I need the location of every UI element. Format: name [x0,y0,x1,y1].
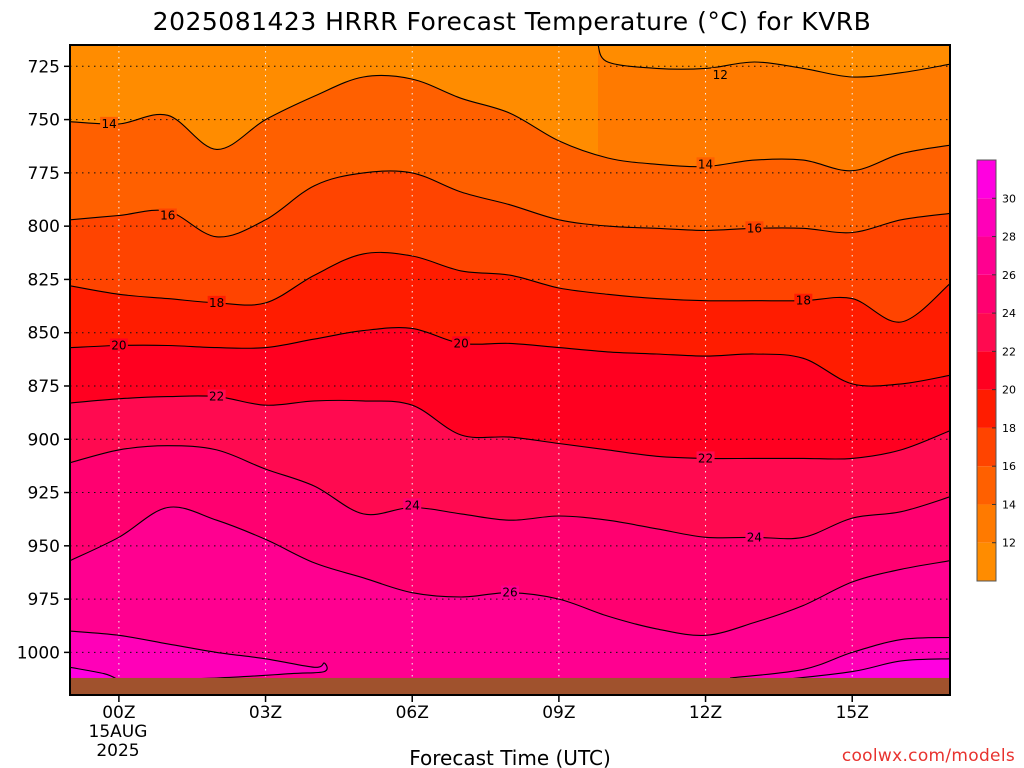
contour-line-30-17 [778,658,950,681]
x-tick-label-03Z: 03Z [249,703,282,723]
x-tick-label-15Z: 15Z [836,703,869,723]
contour-label-bg [745,221,764,235]
contour-label-bg [452,336,471,350]
colorbar-label-28: 28 [1002,231,1016,244]
colorbar-label-24: 24 [1002,307,1016,320]
contour-line-28-15 [729,636,950,679]
credit-text: coolwx.com/models [842,746,1015,766]
y-tick-label-925: 925 [28,484,60,504]
colorbar-label-16: 16 [1002,460,1016,473]
contour-label-14-2: 14 [698,157,713,171]
colorbar-label-22: 22 [1002,345,1016,358]
contour-label-12-0: 12 [713,68,728,82]
y-tick-label-725: 725 [28,57,60,77]
y-tick-label-800: 800 [28,217,60,237]
colorbar-swatch-18 [977,389,996,428]
colorbar-swatch-20 [977,351,996,390]
contour-label-14-1: 14 [101,117,116,131]
colorbar-swatch-28 [977,198,996,237]
colorbar-swatch-26 [977,236,996,275]
contour-label-22-9: 22 [209,390,224,404]
ground-surface [70,677,950,695]
y-tick-label-850: 850 [28,324,60,344]
colorbar-swatch-16 [977,427,996,467]
colorbar-swatch-12 [977,504,996,543]
x-axis-label: Forecast Time (UTC) [409,746,611,768]
x-tick-label-09Z: 09Z [542,703,575,723]
colorbar-swatch-30 [977,160,996,199]
x-date-line-1: 15AUG [89,722,148,742]
colorbar-frame [976,159,997,582]
contour-label-18-6: 18 [796,294,811,308]
y-tick-label-1000: 1000 [17,643,60,663]
colorbar-label-18: 18 [1002,422,1016,435]
contour-label-bg [696,157,715,171]
y-tick-label-875: 875 [28,377,60,397]
band-26-13 [70,506,950,695]
y-tick-label-825: 825 [28,270,60,290]
contour-label-bg [207,389,226,403]
contour-line-12-0 [597,45,950,78]
colorbar-swatch-10 [977,542,996,581]
contour-label-20-7: 20 [111,338,126,352]
contour-label-bg [109,338,128,352]
contour-label-bg [711,67,730,81]
contour-label-20-8: 20 [453,336,468,350]
contour-label-bg [501,585,519,599]
contour-label-26-13: 26 [502,586,517,600]
contour-label-bg [158,208,177,222]
contour-label-bg [696,451,715,465]
colorbar-label-30: 30 [1002,192,1016,205]
colorbar-label-26: 26 [1002,269,1016,282]
y-tick-label-775: 775 [28,164,60,184]
colorbar-label-12: 12 [1002,537,1016,550]
x-tick-label-06Z: 06Z [396,703,429,723]
colorbar-label-20: 20 [1002,384,1016,397]
chart-title: 2025081423 HRRR Forecast Temperature (°C… [153,7,872,36]
plot-area: 12 14 14 16 16 18 18 20 20 22 22 24 24 26 [70,45,950,695]
colorbar-swatch-14 [977,466,996,505]
plot-frame [69,44,951,696]
colorbar-swatch-22 [977,313,996,352]
contour-label-24-12: 24 [747,530,762,544]
contour-label-bg [403,498,422,512]
colorbar: 12 14 16 18 20 22 24 26 28 30 [976,159,1016,582]
contour-label-bg [100,116,119,130]
contour-label-bg [794,293,813,307]
colorbar-label-14: 14 [1002,498,1016,511]
y-tick-label-750: 750 [28,111,60,131]
y-tick-label-950: 950 [28,537,60,557]
x-tick-label-00Z: 00Z [102,703,135,723]
contour-line-14-1 [70,74,950,172]
contour-line-16-3 [70,170,950,238]
contour-line-28-14 [70,630,328,681]
x-tick-label-12Z: 12Z [689,703,722,723]
colorbar-swatch-24 [977,274,996,314]
y-tick-label-900: 900 [28,430,60,450]
contour-label-bg [745,530,764,544]
contour-label-22-10: 22 [698,451,713,465]
contour-label-16-3: 16 [160,208,175,222]
contour-line-24-11 [70,445,950,540]
contour-label-bg [207,295,226,309]
contour-line-20-7 [70,327,950,387]
contour-label-18-5: 18 [209,296,224,310]
contour-label-16-4: 16 [747,221,762,235]
x-date-line-2: 2025 [96,741,139,761]
y-tick-label-975: 975 [28,590,60,610]
contour-label-24-11: 24 [405,498,420,512]
